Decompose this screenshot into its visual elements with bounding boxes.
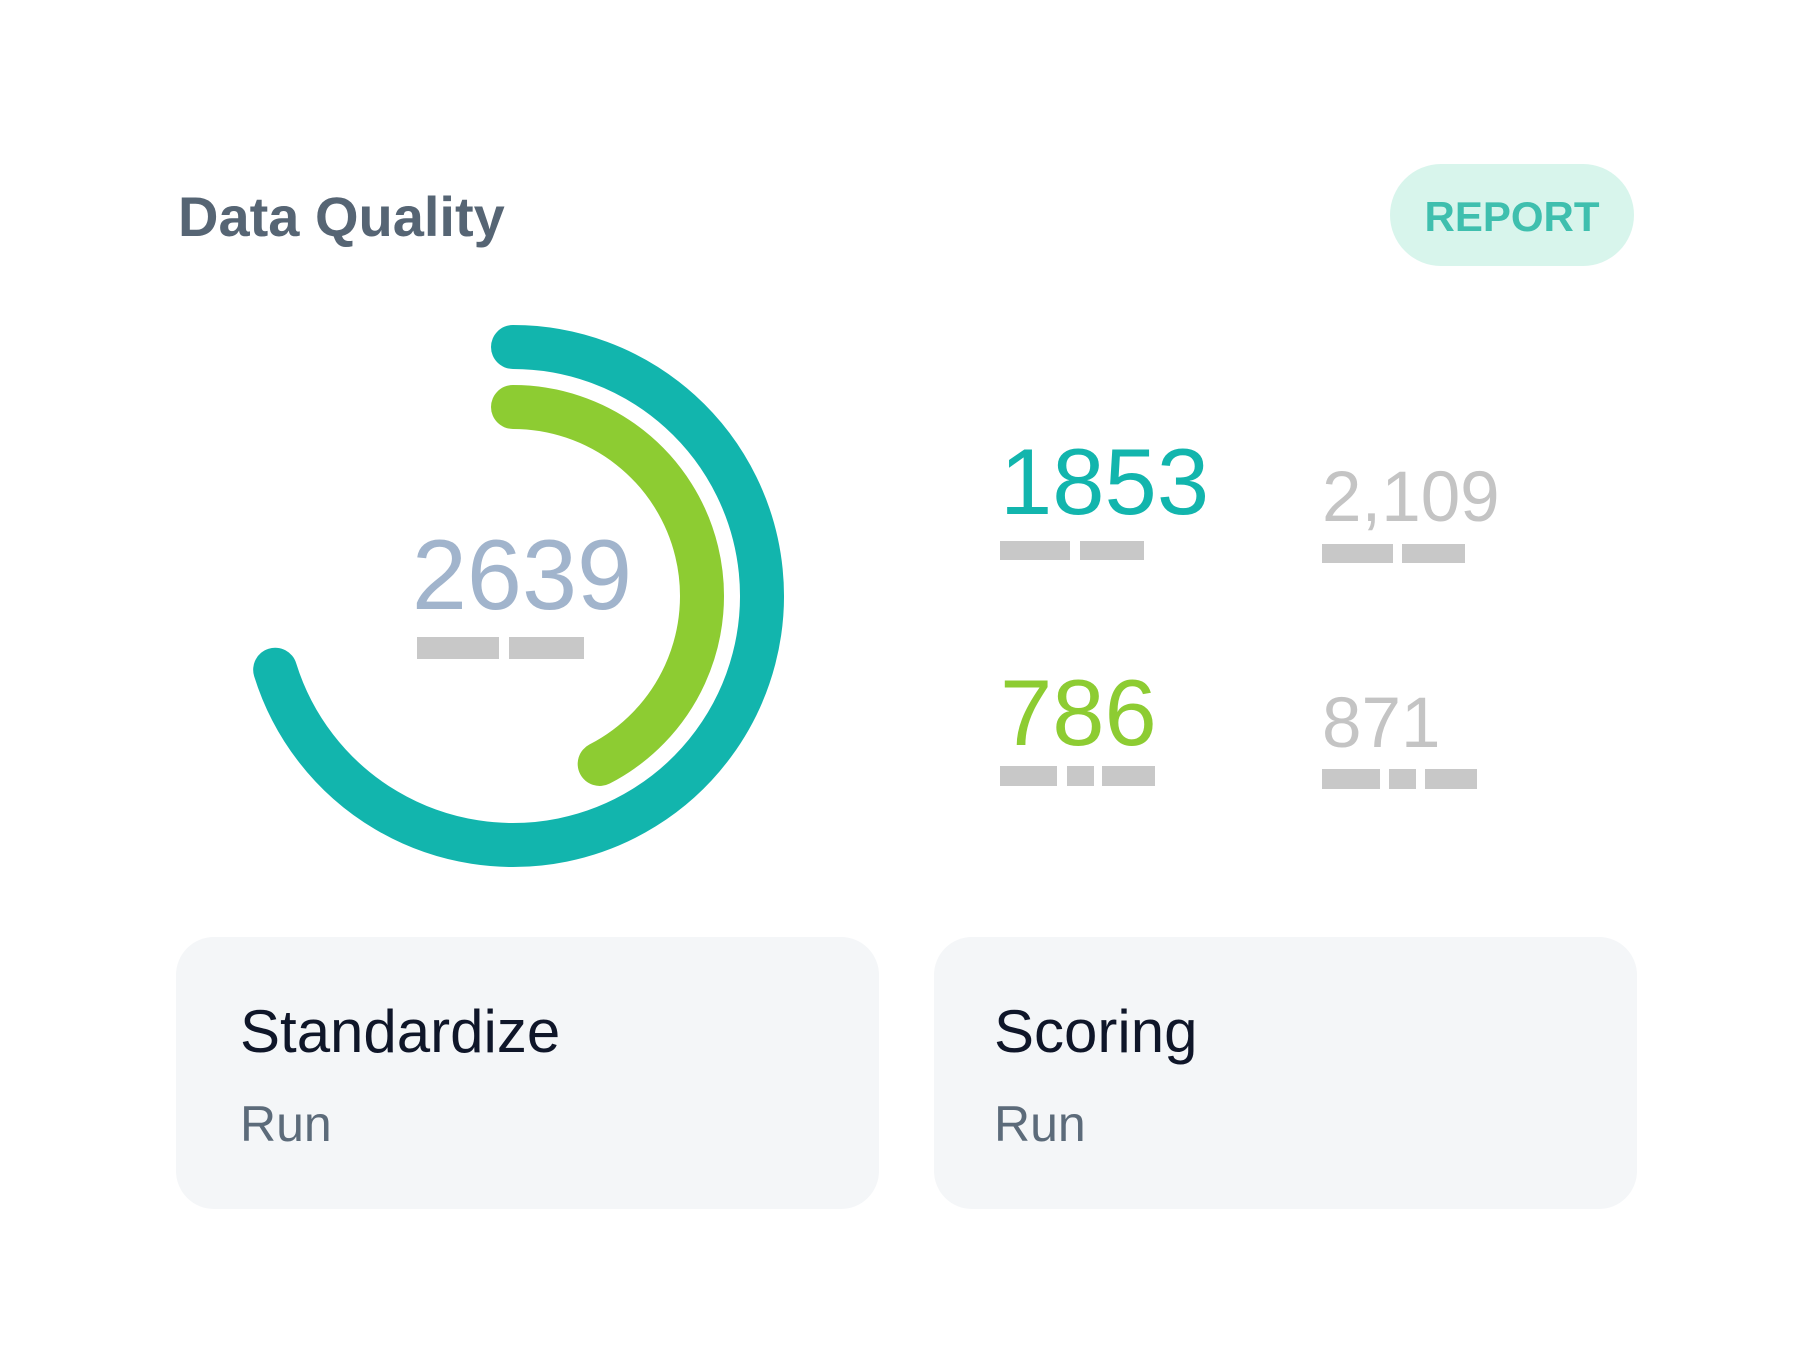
card-action[interactable]: Run [240, 1096, 332, 1152]
total-value: 2639 [412, 519, 632, 630]
placeholder-bars [417, 541, 1477, 789]
card[interactable]: Scoring Run [934, 937, 1637, 1209]
placeholder [1080, 541, 1144, 560]
card-title: Standardize [240, 998, 560, 1065]
placeholder [1102, 766, 1155, 786]
placeholder [509, 637, 584, 659]
placeholder [1389, 769, 1416, 789]
placeholder [417, 637, 499, 659]
placeholder [1322, 544, 1393, 563]
primary-of: 2,109 [1322, 458, 1500, 537]
card-bg[interactable] [934, 937, 1637, 1209]
card-title: Scoring [994, 998, 1197, 1065]
placeholder [1402, 544, 1465, 563]
placeholder [1425, 769, 1477, 789]
card-action[interactable]: Run [994, 1096, 1086, 1152]
placeholder [1067, 766, 1094, 786]
secondary-of: 871 [1322, 684, 1440, 763]
secondary-value: 786 [1000, 660, 1157, 765]
title: Data Quality [178, 185, 505, 248]
report-button-bg[interactable] [1390, 164, 1634, 266]
placeholder [1000, 541, 1070, 560]
primary-value: 1853 [1000, 429, 1209, 534]
card[interactable]: Standardize Run [176, 937, 879, 1209]
rings [253, 325, 784, 867]
card-bg[interactable] [176, 937, 879, 1209]
ring-arc [491, 385, 724, 786]
report-button[interactable]: REPORT [1390, 164, 1634, 266]
report-button-label[interactable]: REPORT [1424, 193, 1599, 240]
placeholder [1322, 769, 1380, 789]
ring-arc [253, 325, 784, 867]
placeholder [1000, 766, 1057, 786]
